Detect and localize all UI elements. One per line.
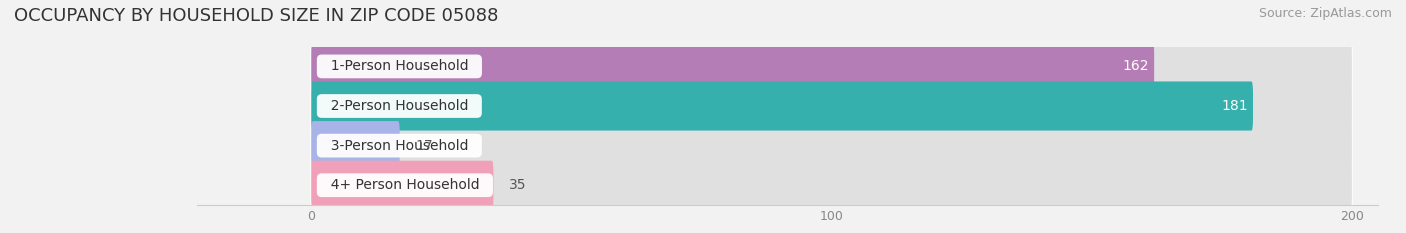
FancyBboxPatch shape (311, 82, 1253, 130)
FancyBboxPatch shape (311, 42, 1154, 91)
Text: Source: ZipAtlas.com: Source: ZipAtlas.com (1258, 7, 1392, 20)
Text: 35: 35 (509, 178, 526, 192)
Text: OCCUPANCY BY HOUSEHOLD SIZE IN ZIP CODE 05088: OCCUPANCY BY HOUSEHOLD SIZE IN ZIP CODE … (14, 7, 499, 25)
Text: 2-Person Household: 2-Person Household (322, 99, 477, 113)
FancyBboxPatch shape (311, 121, 399, 170)
Text: 4+ Person Household: 4+ Person Household (322, 178, 488, 192)
FancyBboxPatch shape (311, 161, 1351, 210)
Text: 162: 162 (1122, 59, 1149, 73)
FancyBboxPatch shape (311, 121, 1351, 170)
FancyBboxPatch shape (311, 42, 1351, 91)
Text: 181: 181 (1222, 99, 1247, 113)
Text: 17: 17 (415, 139, 433, 153)
FancyBboxPatch shape (311, 82, 1351, 130)
Text: 1-Person Household: 1-Person Household (322, 59, 477, 73)
Text: 3-Person Household: 3-Person Household (322, 139, 477, 153)
FancyBboxPatch shape (311, 161, 494, 210)
